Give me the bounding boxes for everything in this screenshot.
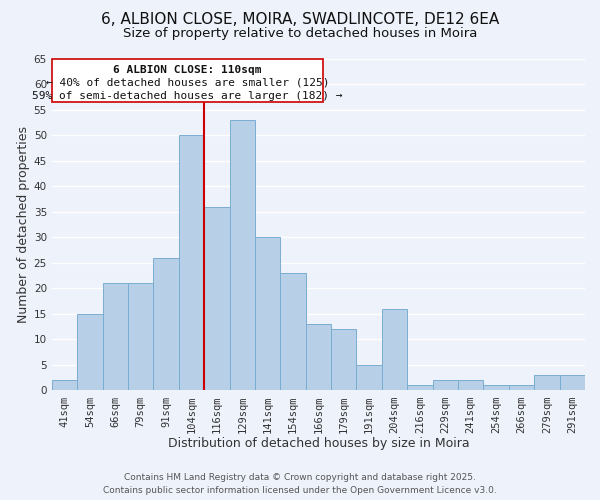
Bar [52, 380, 77, 390]
X-axis label: Distribution of detached houses by size in Moira: Distribution of detached houses by size … [167, 437, 469, 450]
Bar [103, 284, 128, 391]
Bar [484, 386, 509, 390]
Bar [305, 324, 331, 390]
Bar [255, 238, 280, 390]
Bar [560, 375, 585, 390]
Text: 59% of semi-detached houses are larger (182) →: 59% of semi-detached houses are larger (… [32, 90, 343, 101]
Bar [382, 309, 407, 390]
Bar [509, 386, 534, 390]
Bar [128, 284, 154, 391]
Bar [331, 330, 356, 390]
Bar [77, 314, 103, 390]
Text: 6, ALBION CLOSE, MOIRA, SWADLINCOTE, DE12 6EA: 6, ALBION CLOSE, MOIRA, SWADLINCOTE, DE1… [101, 12, 499, 28]
Text: ← 40% of detached houses are smaller (125): ← 40% of detached houses are smaller (12… [46, 78, 329, 88]
Bar [433, 380, 458, 390]
Bar [230, 120, 255, 390]
Y-axis label: Number of detached properties: Number of detached properties [17, 126, 29, 323]
Bar [356, 365, 382, 390]
Bar [204, 207, 230, 390]
Bar [179, 136, 204, 390]
Text: Size of property relative to detached houses in Moira: Size of property relative to detached ho… [123, 28, 477, 40]
Bar [154, 258, 179, 390]
Bar [407, 386, 433, 390]
FancyBboxPatch shape [52, 59, 323, 102]
Bar [458, 380, 484, 390]
Text: 6 ALBION CLOSE: 110sqm: 6 ALBION CLOSE: 110sqm [113, 65, 262, 75]
Bar [534, 375, 560, 390]
Text: Contains HM Land Registry data © Crown copyright and database right 2025.
Contai: Contains HM Land Registry data © Crown c… [103, 473, 497, 495]
Bar [280, 273, 305, 390]
